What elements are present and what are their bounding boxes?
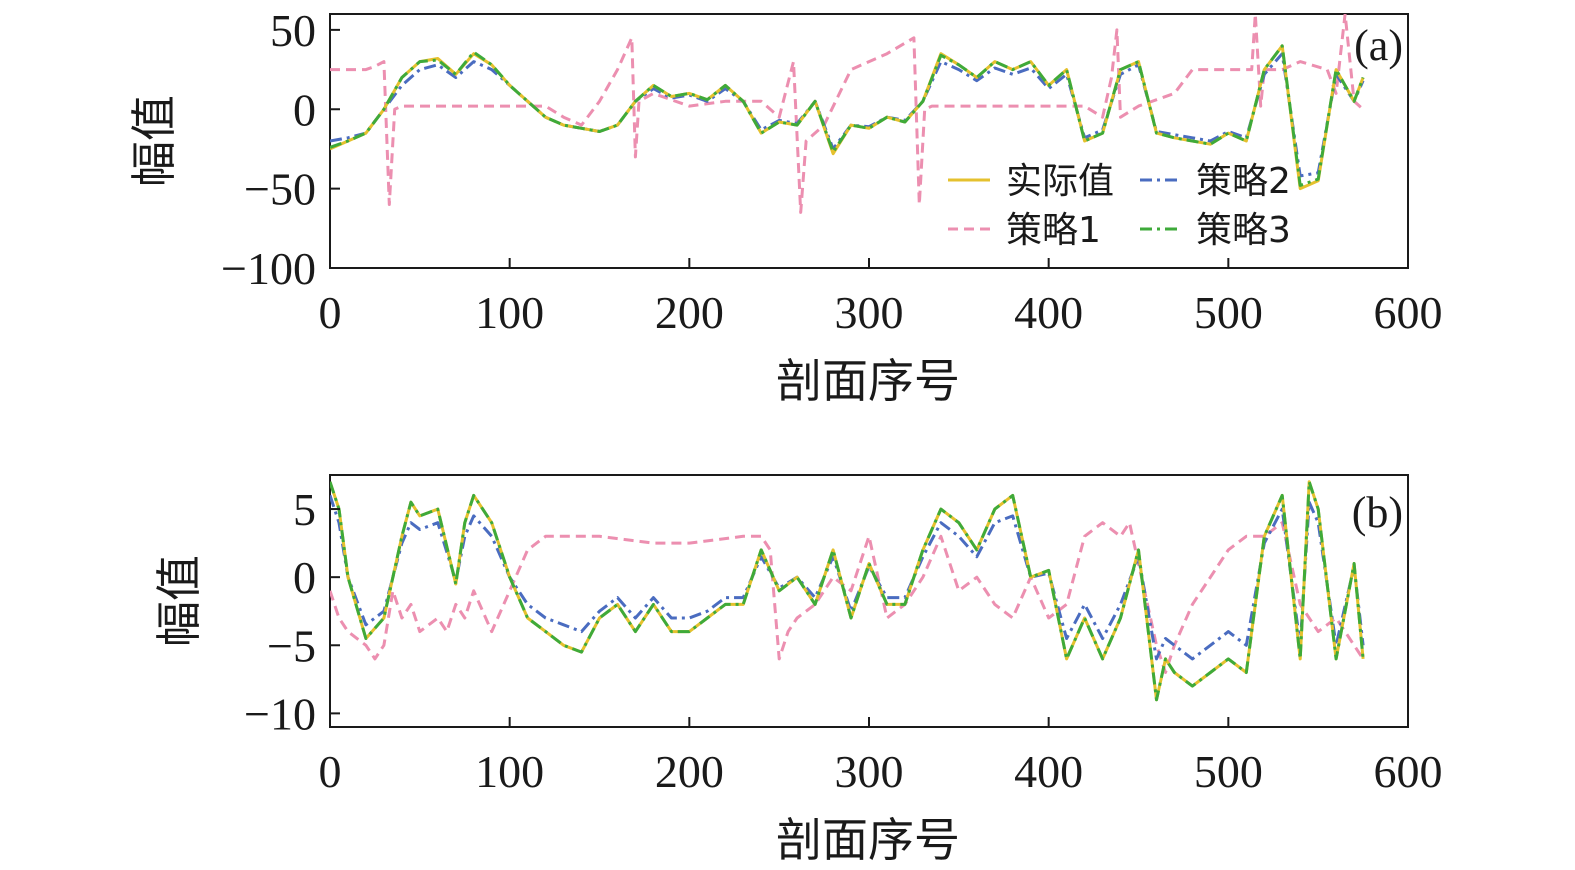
legend-label-strategy1: 策略1: [1006, 210, 1101, 251]
series-line-strategy2-a: [330, 52, 1365, 178]
series-line-strategy2-b: [330, 494, 1365, 661]
x-tick-label-a: 200: [655, 287, 724, 338]
x-tick-label-a: 400: [1014, 287, 1083, 338]
legend-label-actual: 实际值: [1006, 161, 1114, 202]
series-line-strategy1-a: [330, 14, 1365, 214]
series-layer-b: [330, 480, 1365, 702]
x-tick-label-b: 500: [1194, 746, 1263, 797]
x-tick-label-b: 600: [1374, 746, 1443, 797]
series-line-strategy3-a: [330, 44, 1365, 187]
x-tick-label-a: 500: [1194, 287, 1263, 338]
x-tick-label-a: 600: [1374, 287, 1443, 338]
x-tick-label-a: 0: [319, 287, 342, 338]
x-axis-label-b: 剖面序号: [776, 813, 960, 867]
x-tick-label-b: 0: [319, 746, 342, 797]
y-tick-label-a: 0: [293, 84, 316, 135]
panel-label-a: (a): [1354, 21, 1403, 70]
series-layer-a: [330, 14, 1365, 214]
y-tick-label-b: −5: [267, 620, 316, 671]
ticks-b: 0 100 200 300 400 500 600 5 0 −5 −10: [244, 484, 1442, 797]
plot-frame-b: [329, 474, 1409, 728]
y-tick-label-a: 50: [270, 5, 316, 56]
legend-a: 实际值 策略2 策略1 策略3: [948, 161, 1291, 251]
x-tick-label-b: 100: [475, 746, 544, 797]
y-axis-label-a: 幅值: [127, 95, 181, 187]
x-tick-label-a: 100: [475, 287, 544, 338]
series-line-strategy3-b: [330, 480, 1365, 702]
y-tick-label-a: −50: [244, 164, 316, 215]
x-tick-label-a: 300: [835, 287, 904, 338]
legend-label-strategy2: 策略2: [1196, 161, 1291, 202]
y-tick-label-b: 0: [293, 552, 316, 603]
x-axis-label-a: 剖面序号: [776, 354, 960, 408]
y-tick-label-b: −10: [244, 688, 316, 739]
panel-label-b: (b): [1352, 488, 1403, 537]
x-tick-label-b: 200: [655, 746, 724, 797]
x-tick-label-b: 400: [1014, 746, 1083, 797]
y-axis-label-b: 幅值: [152, 555, 206, 647]
series-line-strategy1-b: [330, 521, 1365, 674]
legend-label-strategy3: 策略3: [1196, 210, 1291, 251]
y-tick-label-a: −100: [221, 243, 316, 294]
y-tick-label-b: 5: [293, 484, 316, 535]
chart-panel-b: 0 100 200 300 400 500 600 5 0 −5 −10 (b) 幅值 剖面序号: [152, 474, 1443, 867]
x-tick-label-b: 300: [835, 746, 904, 797]
